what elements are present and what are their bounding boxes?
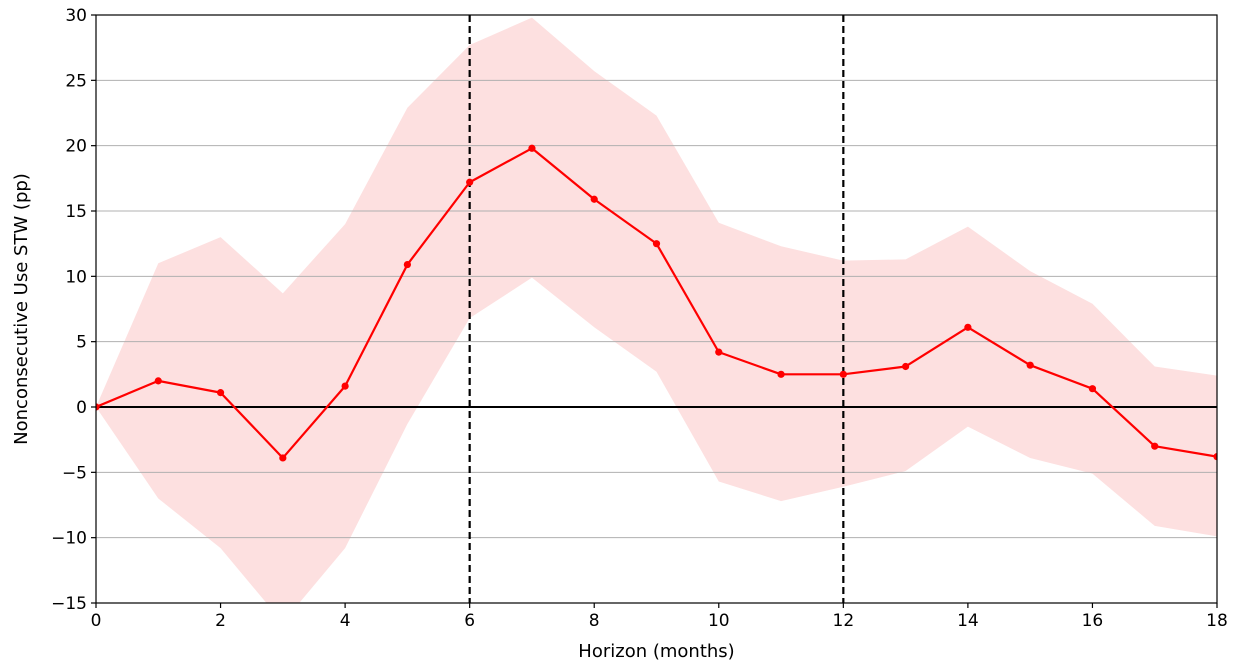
x-tick-label: 4 — [340, 611, 351, 631]
x-tick-label: 8 — [589, 611, 600, 631]
plot-frame — [95, 14, 1218, 604]
series-layer — [96, 144, 1217, 462]
data-point — [96, 403, 100, 411]
data-point — [341, 382, 349, 390]
data-point — [777, 370, 785, 378]
x-tick-label: 12 — [833, 611, 855, 631]
data-point — [1213, 453, 1217, 461]
data-point — [839, 370, 847, 378]
data-point — [715, 348, 723, 356]
data-point — [403, 260, 411, 269]
y-tick-label: −10 — [51, 529, 87, 549]
y-tick-label: 30 — [65, 6, 87, 26]
y-tick-label: 20 — [65, 137, 87, 157]
data-point — [528, 144, 536, 152]
data-point — [902, 362, 910, 371]
data-point — [1088, 385, 1097, 393]
y-tick-label: −15 — [51, 594, 87, 614]
y-tick-label: 5 — [76, 333, 87, 353]
data-point — [1151, 442, 1159, 450]
x-tick-label: 2 — [215, 611, 226, 631]
y-tick-label: 25 — [65, 71, 87, 91]
x-axis-label: Horizon (months) — [578, 641, 734, 662]
y-axis-label: Nonconsecutive Use STW (pp) — [11, 173, 32, 445]
x-tick-label: 6 — [464, 611, 475, 631]
y-tick-label: −5 — [62, 463, 87, 483]
data-point — [590, 195, 598, 203]
x-tick-label: 14 — [957, 611, 979, 631]
x-tick-label: 16 — [1082, 611, 1104, 631]
data-point — [216, 389, 225, 397]
data-point — [466, 178, 474, 186]
reference-lines — [468, 15, 845, 603]
data-point — [964, 323, 972, 331]
confidence-band-layer — [96, 17, 1217, 603]
data-point — [154, 377, 162, 385]
x-tick-label: 0 — [91, 611, 102, 631]
confidence-band — [96, 17, 1217, 603]
data-point — [1026, 361, 1034, 369]
y-tick-label: 15 — [65, 202, 87, 222]
y-tick-label: 10 — [65, 267, 87, 287]
data-point — [279, 454, 287, 462]
gridlines — [96, 79, 1217, 539]
data-point — [652, 240, 661, 248]
x-tick-label: 18 — [1206, 611, 1228, 631]
x-tick-label: 10 — [708, 611, 730, 631]
axis-ticks: 0 2 4 6 8 10 12 14 16 18 −15 −10 −5 0 5 10 15 20 25 30 — [51, 6, 1228, 631]
y-tick-label: 0 — [76, 398, 87, 418]
